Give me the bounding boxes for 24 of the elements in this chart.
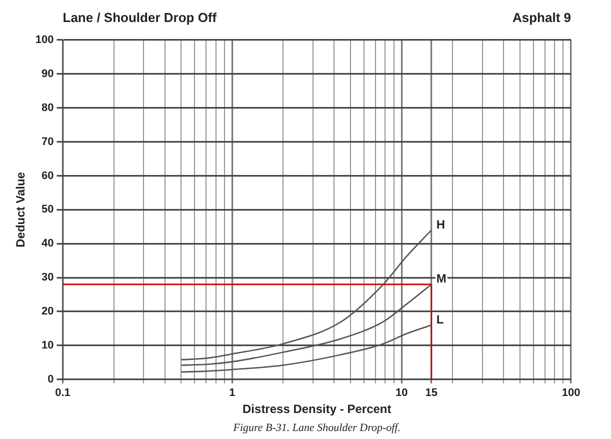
x-tick-label: 100 <box>562 387 580 400</box>
y-tick-label: 70 <box>42 136 54 148</box>
y-tick-label: 90 <box>42 68 54 80</box>
x-axis-title: Distress Density - Percent <box>242 402 392 416</box>
series-label: M <box>436 272 446 286</box>
y-tick-label: 80 <box>42 102 54 114</box>
x-tick-label: 15 <box>425 387 438 400</box>
y-tick-label: 50 <box>42 204 54 216</box>
y-tick-label: 40 <box>42 238 54 250</box>
y-tick-label: 20 <box>42 306 54 318</box>
text: Figure B-31. Lane Shoulder Drop-off. <box>232 422 400 434</box>
x-tick-label: 1 <box>229 387 236 400</box>
x-tick-label: 10 <box>395 387 408 400</box>
y-tick-label: 60 <box>42 170 54 182</box>
y-tick-label: 10 <box>42 339 54 352</box>
y-tick-label: 30 <box>42 272 54 284</box>
x-tick-label: 0.1 <box>55 387 70 400</box>
y-axis-title: Deduct Value <box>14 172 28 248</box>
y-tick-label: 100 <box>35 34 54 46</box>
series-label: L <box>436 312 444 326</box>
chart-title: Lane / Shoulder Drop Off <box>62 10 218 25</box>
y-tick-label: 0 <box>48 373 54 386</box>
chart-subtitle: Asphalt 9 <box>512 10 571 25</box>
series-label: H <box>436 217 446 232</box>
